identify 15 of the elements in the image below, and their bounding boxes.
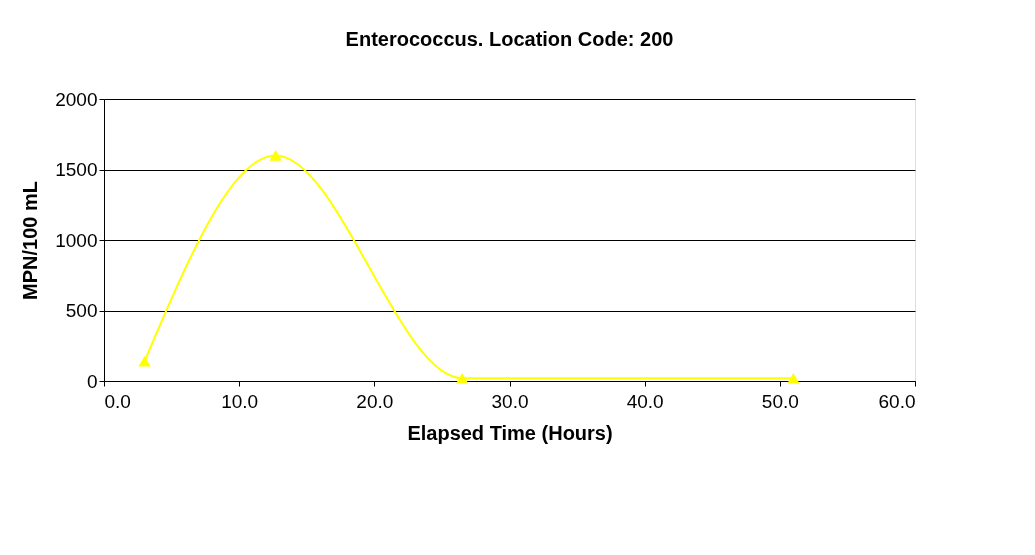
y-axis-title: MPN/100 mL [19, 181, 42, 300]
x-axis-title: Elapsed Time (Hours) [407, 421, 613, 444]
x-tick-label: 30.0 [491, 390, 529, 412]
y-tick-label: 500 [65, 300, 98, 321]
x-tick-label: 40.0 [626, 390, 664, 412]
y-tick-label: 1500 [55, 159, 98, 180]
x-tick-label: 0.0 [104, 390, 131, 412]
x-tick-label: 50.0 [761, 390, 799, 412]
x-tick-label: 60.0 [878, 390, 916, 412]
y-tick-label: 0 [86, 370, 98, 392]
y-tick-label: 2000 [55, 88, 98, 110]
y-tick-label: 1000 [55, 229, 98, 251]
chart-title: Enterococcus. Location Code: 200 [345, 28, 674, 50]
x-tick-label: 20.0 [356, 390, 394, 412]
x-tick-label: 10.0 [221, 390, 259, 412]
